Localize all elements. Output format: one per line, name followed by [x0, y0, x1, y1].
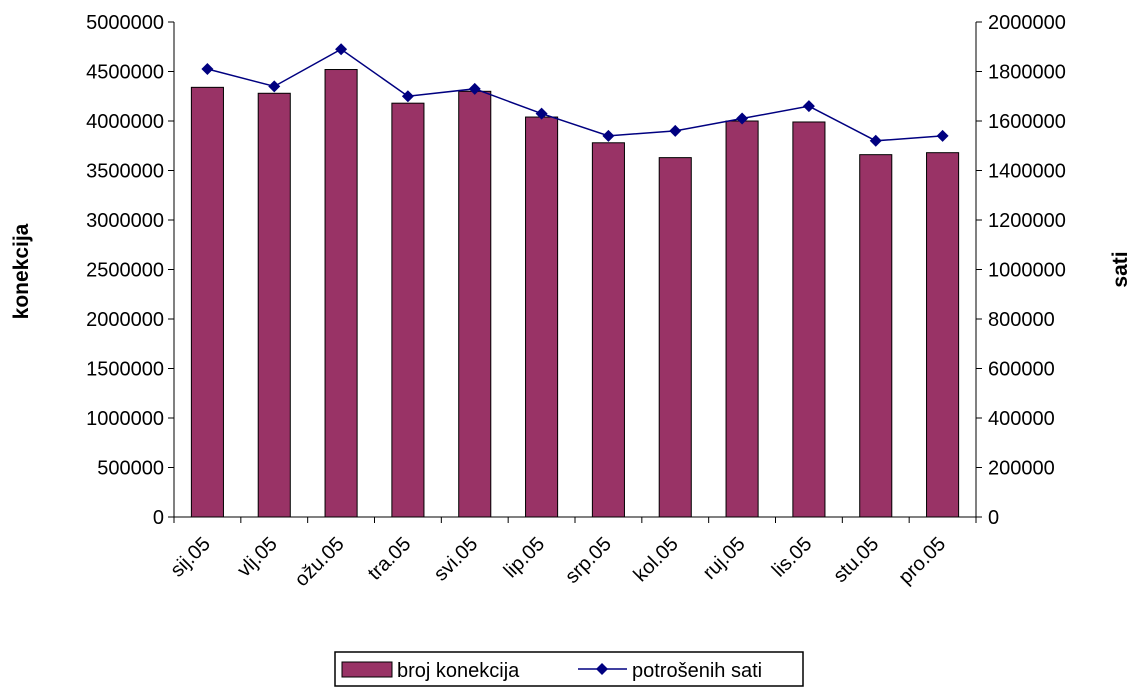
- y-right-tick-label: 1800000: [988, 62, 1066, 84]
- series-line: [207, 48, 943, 142]
- tick-labels: 0500000100000015000002000000250000030000…: [86, 12, 1066, 591]
- bar: [391, 102, 425, 518]
- bar: [591, 142, 625, 518]
- legend: broj konekcija potrošenih sati: [334, 651, 804, 687]
- bar: [190, 86, 224, 518]
- line-point-marker: [736, 112, 749, 125]
- y-left-tick-label: 5000000: [86, 12, 164, 34]
- bar: [324, 69, 358, 518]
- y-left-tick-label: 4000000: [86, 111, 164, 133]
- x-category-label: svi.05: [430, 533, 483, 586]
- y-right-tick-label: 1200000: [988, 210, 1066, 232]
- y-right-tick-label: 1000000: [988, 260, 1066, 282]
- x-category-label: kol.05: [629, 533, 682, 586]
- line-series: [201, 43, 949, 147]
- x-category-label: ruj.05: [699, 533, 750, 584]
- legend-line-marker-icon: [596, 663, 608, 675]
- y-right-tick-label: 2000000: [988, 12, 1066, 34]
- line-point-marker: [602, 129, 615, 142]
- x-category-label: pro.05: [894, 533, 950, 589]
- line-point-marker: [335, 43, 348, 56]
- y-right-tick-label: 400000: [988, 408, 1055, 430]
- line-point-marker: [535, 107, 548, 120]
- bar: [859, 154, 893, 518]
- legend-bar-label: broj konekcija: [397, 660, 520, 682]
- y-left-tick-label: 2500000: [86, 260, 164, 282]
- y-left-tick-label: 2000000: [86, 309, 164, 331]
- y-left-tick-label: 1500000: [86, 359, 164, 381]
- y-left-tick-label: 4500000: [86, 62, 164, 84]
- y-right-tick-label: 1400000: [988, 161, 1066, 183]
- bar-series: [190, 69, 960, 518]
- x-category-label: ožu.05: [291, 533, 349, 591]
- y-left-tick-label: 500000: [97, 458, 164, 480]
- bar: [725, 120, 759, 518]
- bar: [525, 116, 559, 518]
- line-point-marker: [468, 82, 481, 95]
- line-point-marker: [401, 90, 414, 103]
- y-right-tick-label: 0: [988, 507, 999, 529]
- line-point-marker: [802, 100, 815, 113]
- line-point-marker: [268, 80, 281, 93]
- legend-line-label: potrošenih sati: [632, 660, 762, 682]
- bar: [926, 152, 960, 518]
- x-category-label: vlj.05: [233, 533, 282, 582]
- y-right-tick-label: 1600000: [988, 111, 1066, 133]
- y-right-tick-label: 200000: [988, 458, 1055, 480]
- x-category-label: sij.05: [166, 533, 215, 582]
- bar: [792, 121, 826, 518]
- x-category-label: lip.05: [500, 533, 549, 582]
- bar: [257, 92, 291, 518]
- y-axis-left-title: konekcija: [10, 223, 33, 319]
- x-category-label: srp.05: [561, 533, 616, 588]
- bar: [458, 90, 492, 518]
- y-axis-right-title: sati: [1109, 251, 1132, 287]
- x-category-label: lis.05: [768, 533, 817, 582]
- y-left-tick-label: 1000000: [86, 408, 164, 430]
- line-point-marker: [869, 134, 882, 147]
- x-category-label: tra.05: [364, 533, 416, 585]
- y-left-tick-label: 0: [153, 507, 164, 529]
- line-point-marker: [936, 129, 949, 142]
- legend-box: [334, 651, 804, 687]
- line-point-marker: [201, 63, 214, 76]
- line-point-marker: [669, 124, 682, 137]
- y-right-tick-label: 600000: [988, 359, 1055, 381]
- y-right-tick-label: 800000: [988, 309, 1055, 331]
- x-category-label: stu.05: [829, 533, 883, 587]
- bar: [658, 157, 692, 518]
- legend-bar-swatch: [341, 661, 393, 678]
- y-left-tick-label: 3500000: [86, 161, 164, 183]
- axes: [168, 21, 982, 523]
- y-left-tick-label: 3000000: [86, 210, 164, 232]
